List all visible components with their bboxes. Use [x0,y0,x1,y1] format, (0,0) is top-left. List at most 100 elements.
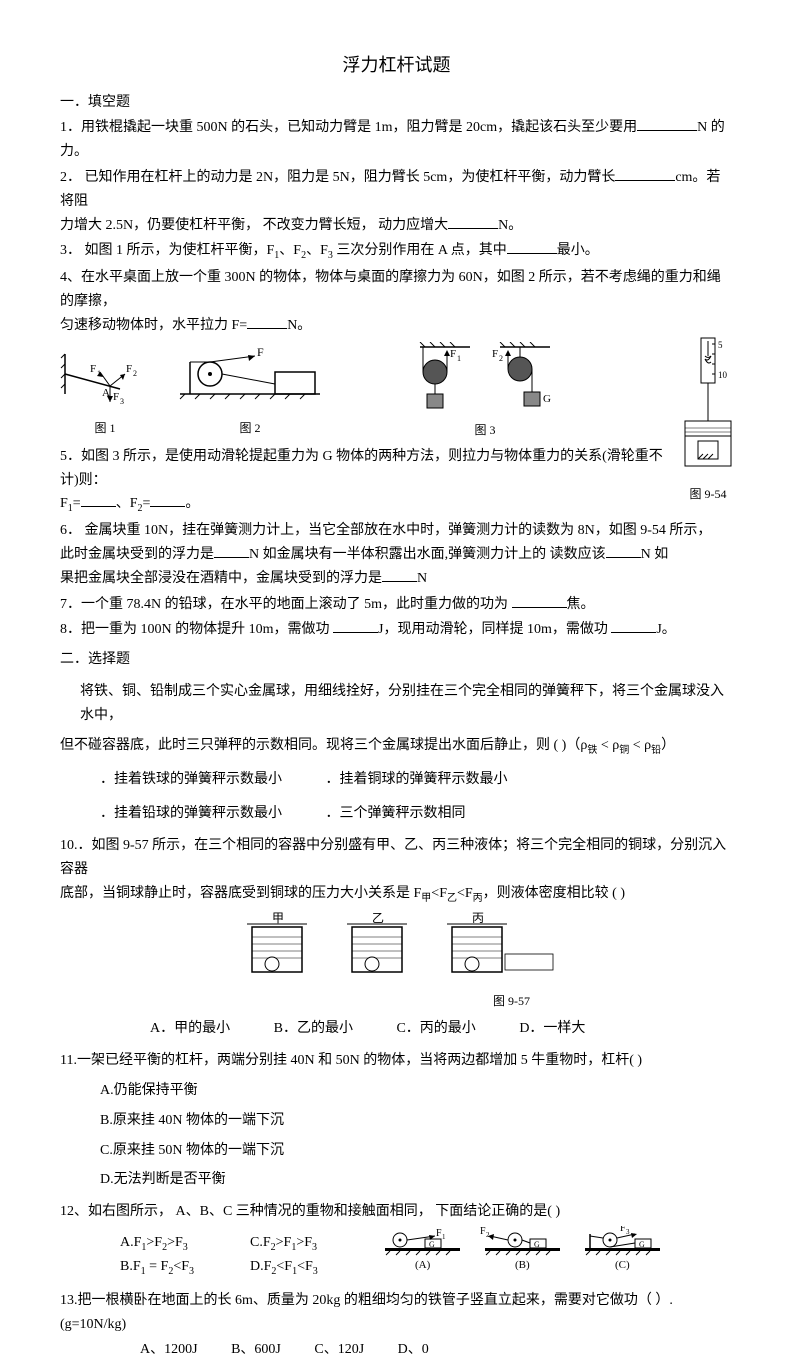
svg-text:2: 2 [133,369,137,378]
q11-optA: A.仍能保持平衡 [60,1079,733,1103]
question-6: 6． 金属块重 10N，挂在弹簧测力计上，当它全部放在水中时，弹簧测力计的读数为… [60,519,733,590]
q9b-text: 但不碰容器底，此时三只弹秤的示数相同。现将三个金属球提出水面后静止，则 ( )（… [60,738,587,753]
q6b-mid: N 如金属块有一半体积露出水面,弹簧测力计上的 读数应该 [249,547,606,562]
pulley-two-methods-icon: F1 F2 G [410,342,560,412]
q8-unit: J。 [656,622,675,637]
q10-optB: B．乙的最小 [274,1021,353,1036]
figure-3: F1 F2 G 图 3 [410,342,560,441]
question-11: 11.一架已经平衡的杠杆，两端分别挂 40N 和 50N 的物体，当将两边都增加… [60,1049,733,1192]
svg-text:F: F [492,348,498,360]
figure-2: F 图 2 [175,344,325,438]
q13-options: A、1200J B、600J C、120J D、0 [140,1338,733,1362]
q8-blank1 [333,619,378,633]
figure-9-54: 5 10 图 9-54 [683,336,733,505]
svg-text:2: 2 [499,354,503,363]
q10a-text: 10.．如图 9-57 所示，在三个相同的容器中分别盛有甲、乙、丙三种液体；将三… [60,838,726,877]
question-8: 8．把一重为 100N 的物体提升 10m，需做功 J，现用动滑轮，同样提 10… [60,618,733,642]
q5b-end: 。 [185,496,199,511]
svg-text:G: G [429,1240,435,1249]
q11-optC: C.原来挂 50N 物体的一端下沉 [60,1139,733,1163]
q3-mid2: 、F [306,243,328,258]
q9-optA: ．挂着铁球的弹簧秤示数最小 [100,772,282,787]
fig2-label: 图 2 [175,418,325,438]
section1-header: 一．填空题 [60,91,733,115]
q10b-end: ，则液体密度相比较 ( ) [483,886,625,901]
q9-optD: ．三个弹簧秤示数相同 [326,806,466,821]
q10-optA: A．甲的最小 [150,1021,230,1036]
q10b-sub1: 甲 [421,892,431,903]
q12-options-col2: C.F2>F1>F3 D.F2<F1<F3 [250,1231,360,1281]
q9a-text: 将铁、铜、铅制成三个实心金属球，用细线拴好，分别挂在三个完全相同的弹簧秤下，将三… [60,680,733,728]
q5b-eq1: = [73,496,81,511]
q2a-text: 2． 已知作用在杠杆上的动力是 2N，阻力是 5N，阻力臂长 5cm，为使杠杆平… [60,170,615,185]
q3-end: 三次分别作用在 A 点，其中 [333,243,507,258]
question-9: 将铁、铜、铅制成三个实心金属球，用细线拴好，分别挂在三个完全相同的弹簧秤下，将三… [60,680,733,826]
q5b-sep: 、F [116,496,138,511]
q9-options-row2: ．挂着铅球的弹簧秤示数最小 ．三个弹簧秤示数相同 [100,802,733,826]
q9b-end: ） [661,738,675,753]
q8-text: 8．把一重为 100N 的物体提升 10m，需做功 [60,622,333,637]
q3-end2: 最小。 [557,243,599,258]
q5b-eq2: = [143,496,151,511]
q9-options-row1: ．挂着铁球的弹簧秤示数最小 ．挂着铜球的弹簧秤示数最小 [100,768,733,792]
q10b-sub2: 乙 [447,892,457,903]
q9-optB: ．挂着铜球的弹簧秤示数最小 [326,772,508,787]
q9b-lt1: < ρ [597,738,619,753]
svg-text:G: G [543,393,551,405]
figure-1: F1 F2 F3 A 图 1 [60,344,150,438]
q10-optD: D．一样大 [519,1021,585,1036]
q10b-lt1: <F [431,886,447,901]
q2b-blank [448,215,498,229]
q10b-text: 底部，当铜球静止时，容器底受到铜球的压力大小关系是 F [60,886,421,901]
svg-text:A: A [102,387,110,399]
q5-blank1 [81,493,116,507]
q6c-text: 果把金属块全部浸没在酒精中，金属块受到的浮力是 [60,571,382,586]
svg-text:乙: 乙 [372,912,384,925]
q4b-unit: N。 [287,318,311,333]
question-1: 1．用铁棍撬起一块重 500N 的石头，已知动力臂是 1m，阻力臂是 20cm，… [60,116,733,164]
q10b-lt2: <F [457,886,473,901]
q9b-sub3: 铅 [651,744,661,755]
svg-text:10: 10 [718,370,728,380]
q13-optA: A、1200J [140,1342,198,1357]
svg-text:3: 3 [626,1228,630,1236]
q6c-unit: N [417,571,427,586]
page-title: 浮力杠杆试题 [60,50,733,81]
q1-text: 1．用铁棍撬起一块重 500N 的石头，已知动力臂是 1m，阻力臂是 20cm，… [60,120,637,135]
fig957-label: 图 9-57 [290,991,733,1011]
q13-optC: C、120J [314,1342,364,1357]
q13-optD: D、0 [398,1342,429,1357]
q11-text: 11.一架已经平衡的杠杆，两端分别挂 40N 和 50N 的物体，当将两边都增加… [60,1053,642,1068]
q8-mid: J，现用动滑轮，同样提 10m，需做功 [378,622,611,637]
question-4: 4、在水平桌面上放一个重 300N 的物体，物体与桌面的摩擦力为 60N，如图 … [60,266,733,337]
svg-text:3: 3 [120,397,124,406]
question-12: 12、如右图所示， A、B、C 三种情况的重物和接触面相同， 下面结论正确的是(… [60,1200,733,1224]
q7-blank [512,594,567,608]
svg-text:1: 1 [97,369,101,378]
q10-figures: 甲 乙 丙 [60,912,733,1011]
q1-blank [637,117,697,131]
q3-blank [507,240,557,254]
q11-optB: B.原来挂 40N 物体的一端下沉 [60,1109,733,1133]
svg-text:F: F [126,363,132,375]
figures-row-1: F1 F2 F3 A 图 1 [60,342,675,441]
q12-optA: A.F [120,1235,141,1250]
svg-text:1: 1 [442,1233,446,1241]
lever-diagram-icon: F1 F2 F3 A [60,344,150,409]
q5b-f1: F [60,496,68,511]
q9-optC: ．挂着铅球的弹簧秤示数最小 [100,806,282,821]
q2a-blank [615,167,675,181]
svg-text:F: F [257,345,264,359]
q12-text: 12、如右图所示， A、B、C 三种情况的重物和接触面相同， 下面结论正确的是(… [60,1204,560,1219]
q13-optB: B、600J [231,1342,281,1357]
svg-text:丙: 丙 [472,912,484,925]
q6a-text: 6． 金属块重 10N，挂在弹簧测力计上，当它全部放在水中时，弹簧测力计的读数为… [60,523,711,538]
q12-optD: D.F [250,1259,271,1274]
q6b-blank2 [606,544,641,558]
q9b-sub1: 铁 [587,744,597,755]
svg-text:G: G [639,1240,645,1249]
svg-text:甲: 甲 [272,912,284,925]
q4b-text: 匀速移动物体时，水平拉力 F= [60,318,247,333]
q2b-unit: N。 [498,218,522,233]
q6b-blank1 [214,544,249,558]
